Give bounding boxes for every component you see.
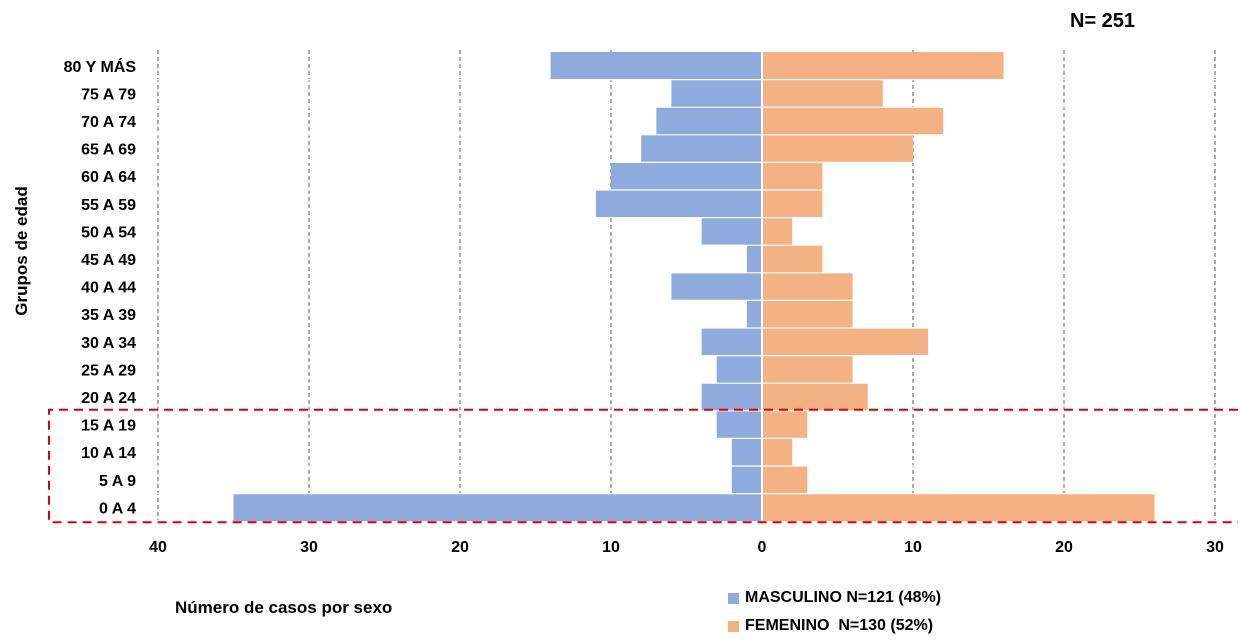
category-label: 35 A 39: [81, 307, 136, 324]
bar-masculino: [671, 79, 762, 108]
category-label: 65 A 69: [81, 142, 136, 159]
legend-label-masculino: MASCULINO N=121 (48%): [745, 589, 942, 606]
x-axis-title: Número de casos por sexo: [175, 598, 393, 617]
highlight-box: [48, 408, 1238, 524]
bar-masculino: [641, 134, 762, 163]
category-label: 80 Y MÁS: [64, 57, 137, 76]
category-label: 60 A 64: [81, 169, 136, 186]
bar-masculino: [595, 190, 762, 218]
category-label: 70 A 74: [81, 114, 136, 131]
bar-femenino: [762, 466, 808, 494]
bar-masculino: [701, 328, 762, 356]
category-label: 0 A 4: [99, 500, 136, 517]
bar-femenino: [762, 79, 883, 108]
bar-masculino: [746, 245, 762, 273]
bar-femenino: [762, 410, 808, 439]
category-label: 10 A 14: [81, 445, 136, 462]
bar-masculino: [731, 438, 762, 466]
legend-label-femenino: FEMENINO N=130 (52%): [745, 617, 934, 634]
bar-femenino: [762, 52, 1004, 80]
bar-femenino: [762, 438, 793, 466]
bar-masculino: [671, 272, 762, 301]
bar-masculino: [716, 410, 762, 439]
bars-group: [150, 52, 1230, 522]
category-label: 75 A 79: [81, 86, 136, 103]
category-label: 30 A 34: [81, 335, 136, 352]
bar-femenino: [762, 300, 853, 328]
x-tick-label: 20: [451, 539, 469, 556]
bar-femenino: [762, 190, 823, 218]
x-tick-label: 0: [758, 539, 767, 556]
legend-item-femenino: FEMENINO N=130 (52%): [728, 616, 941, 636]
x-tick-label: 30: [1206, 539, 1224, 556]
legend-item-masculino: MASCULINO N=121 (48%): [728, 588, 941, 608]
legend-swatch-femenino: [728, 620, 739, 632]
x-tick-label: 10: [904, 539, 922, 556]
category-label: 55 A 59: [81, 197, 136, 214]
bar-masculino: [550, 52, 762, 80]
category-label: 5 A 9: [99, 473, 136, 490]
bar-masculino: [746, 300, 762, 328]
highlight-dashed-box: [48, 408, 1238, 524]
category-label: 50 A 54: [81, 224, 136, 241]
x-tick-label: 30: [300, 539, 318, 556]
bar-femenino: [762, 355, 853, 384]
bar-femenino: [762, 328, 929, 356]
category-label: 20 A 24: [81, 390, 136, 407]
bar-femenino: [762, 493, 1155, 522]
bar-masculino: [716, 355, 762, 384]
x-tick-labels: 40 30 20 10 0 10 20 30: [149, 539, 1224, 556]
category-label: 15 A 19: [81, 418, 136, 435]
bar-femenino: [762, 217, 793, 246]
bar-masculino: [701, 383, 762, 411]
bar-masculino: [656, 107, 762, 135]
bar-femenino: [762, 383, 868, 411]
bar-masculino: [611, 162, 762, 190]
bar-femenino: [762, 107, 944, 135]
bar-femenino: [762, 245, 823, 273]
bar-masculino: [701, 217, 762, 246]
x-tick-label: 20: [1055, 539, 1073, 556]
category-label: 25 A 29: [81, 362, 136, 379]
bar-femenino: [762, 134, 913, 163]
category-label: 45 A 49: [81, 252, 136, 269]
category-labels: 80 Y MÁS 75 A 79 70 A 74 65 A 69 60 A 64 55 A…: [64, 57, 137, 518]
category-label: 40 A 44: [81, 280, 136, 297]
bar-femenino: [762, 162, 823, 190]
total-count-label: N= 251: [1070, 10, 1136, 32]
legend: MASCULINO N=121 (48%) FEMENINO N=130 (52…: [728, 588, 941, 644]
x-tick-label: 10: [602, 539, 620, 556]
legend-swatch-masculino: [728, 592, 739, 604]
x-tick-label: 40: [149, 539, 167, 556]
bar-femenino: [762, 272, 853, 301]
bar-masculino: [731, 466, 762, 494]
bar-masculino: [233, 493, 762, 522]
